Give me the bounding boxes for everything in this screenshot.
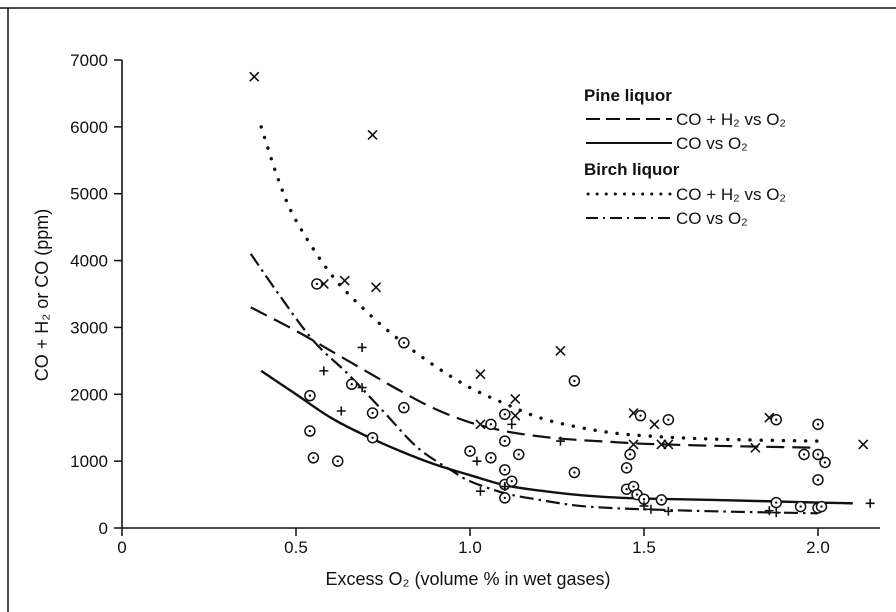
curve-birch-liquor-dotted <box>259 125 820 443</box>
circle-marker-dot <box>799 505 802 508</box>
cross-marker <box>370 282 382 293</box>
data-markers <box>249 71 875 518</box>
x-tick-label: 0 <box>117 538 126 557</box>
y-axis-ticks: 0 1000 2000 3000 4000 5000 6000 7000 <box>70 51 122 538</box>
y-tick-label: 3000 <box>70 318 108 337</box>
cross-marker <box>367 129 378 140</box>
circle-marker-dot <box>573 379 576 383</box>
circle-marker-dot <box>517 453 520 456</box>
legend-label-pine-co-h2: CO + H₂ vs O₂ <box>676 110 786 129</box>
circle-marker-dot <box>660 498 663 502</box>
cross-marker <box>628 439 639 450</box>
circle-marker-dot <box>315 282 319 286</box>
plus-marker <box>336 406 346 416</box>
plus-marker <box>646 504 656 514</box>
circle-marker-dot <box>625 466 628 470</box>
plus-marker <box>475 486 485 496</box>
plus-marker <box>357 342 367 352</box>
cross-marker <box>475 419 486 430</box>
circle-marker-dot <box>625 488 628 491</box>
circle-marker-dot <box>468 449 472 453</box>
circle-marker-dot <box>503 468 506 472</box>
y-tick-label: 1000 <box>70 452 108 471</box>
circle-marker-dot <box>573 471 576 474</box>
plus-marker <box>764 506 774 516</box>
cross-marker <box>339 275 350 286</box>
circle-marker-dot <box>371 411 374 415</box>
circle-marker-dot <box>489 456 493 459</box>
plus-marker <box>319 366 329 376</box>
circle-marker-dot <box>642 498 646 501</box>
y-tick-label: 0 <box>99 519 108 538</box>
circle-marker-dot <box>635 493 639 496</box>
circle-marker-dot <box>503 439 506 443</box>
y-axis-title: CO + H₂ or CO (ppm) <box>32 209 52 382</box>
circle-marker-dot <box>775 418 778 421</box>
plus-marker <box>771 508 781 518</box>
cross-marker <box>510 393 521 405</box>
cross-marker <box>555 345 566 356</box>
circle-marker-dot <box>802 453 806 456</box>
circle-marker-dot <box>816 478 820 482</box>
plus-marker <box>555 436 565 446</box>
y-tick-label: 2000 <box>70 385 108 404</box>
circle-marker-dot <box>816 453 820 456</box>
x-axis-ticks: 0 0.5 1.0 1.5 2.0 <box>117 528 830 557</box>
circle-marker-dot <box>402 406 406 409</box>
plot-area: 0 1000 2000 3000 4000 5000 6000 7000 0 0.5 1.0 1.5… <box>70 51 880 557</box>
plus-marker <box>865 498 875 508</box>
circle-marker-dot <box>628 453 632 456</box>
plus-marker <box>472 456 482 466</box>
legend-heading-pine: Pine liquor <box>584 86 672 105</box>
circle-marker-dot <box>308 394 312 397</box>
y-tick-label: 6000 <box>70 118 108 137</box>
legend-label-pine-co: CO vs O₂ <box>676 134 748 153</box>
circle-marker-dot <box>775 501 778 504</box>
plus-marker <box>500 482 510 492</box>
cross-marker <box>649 419 660 430</box>
cross-marker <box>475 369 486 380</box>
plus-marker <box>663 506 673 516</box>
plus-marker <box>357 383 367 393</box>
cross-marker <box>510 410 521 421</box>
legend-label-birch-co: CO vs O₂ <box>676 209 748 228</box>
y-tick-label: 4000 <box>70 252 108 271</box>
plus-marker <box>639 501 649 511</box>
x-tick-label: 1.5 <box>632 538 656 557</box>
circle-marker-dot <box>350 383 353 386</box>
circle-marker-dot <box>820 505 823 508</box>
x-tick-label: 0.5 <box>284 538 308 557</box>
y-tick-label: 5000 <box>70 185 108 204</box>
y-tick-label: 7000 <box>70 51 108 70</box>
x-axis-title: Excess O₂ (volume % in wet gases) <box>325 569 610 589</box>
circle-marker-dot <box>503 496 506 500</box>
circle-marker-dot <box>639 414 642 417</box>
circle-marker-dot <box>503 413 506 416</box>
circle-marker-dot <box>308 429 312 433</box>
circle-marker-dot <box>823 461 827 464</box>
circle-marker-dot <box>336 459 339 463</box>
circle-marker-dot <box>667 418 670 421</box>
circle-marker-dot <box>632 485 635 488</box>
x-tick-label: 2.0 <box>806 538 830 557</box>
cross-marker <box>249 71 260 82</box>
x-tick-label: 1.0 <box>458 538 482 557</box>
circle-marker-dot <box>510 480 513 483</box>
legend: Pine liquor CO + H₂ vs O₂ CO vs O₂ Birch… <box>584 86 786 228</box>
curve-pine-liquor-long-dash <box>250 306 819 449</box>
circle-marker-dot <box>816 423 820 426</box>
circle-marker-dot <box>489 423 493 426</box>
plus-marker <box>507 419 517 429</box>
cross-marker <box>858 439 869 450</box>
circle-marker-dot <box>312 456 315 459</box>
circle-marker-dot <box>371 436 374 439</box>
cross-marker <box>750 442 761 453</box>
legend-label-birch-co-h2: CO + H₂ vs O₂ <box>676 185 786 204</box>
circle-marker-dot <box>402 341 406 345</box>
legend-heading-birch: Birch liquor <box>584 160 680 179</box>
cross-marker <box>663 439 674 450</box>
